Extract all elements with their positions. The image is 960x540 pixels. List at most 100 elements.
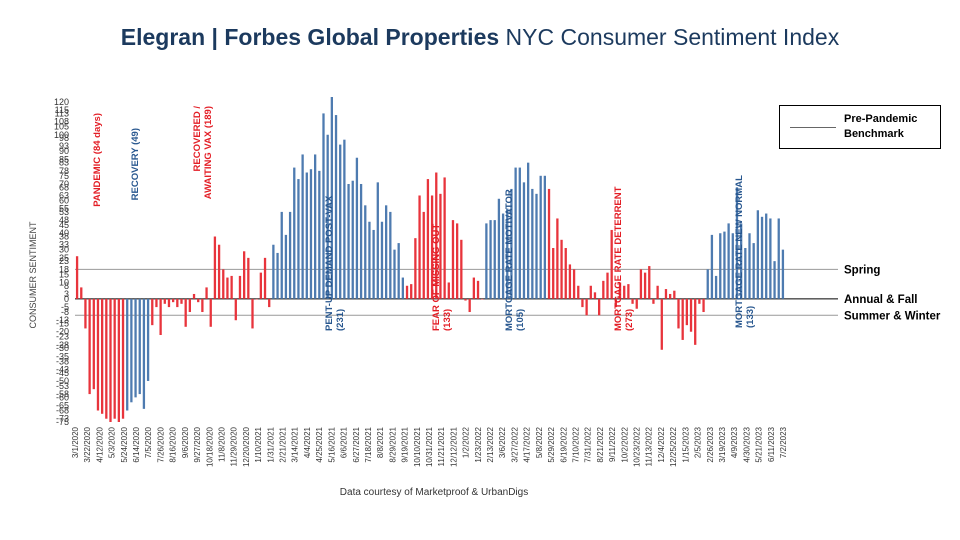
bar: [639, 269, 643, 299]
y-tick-label: 30: [59, 245, 69, 255]
bar: [280, 211, 283, 299]
legend-line-swatch: [790, 127, 836, 128]
x-tick-label: 3/27/2022: [510, 426, 519, 462]
bar: [589, 285, 592, 299]
y-tick-label: 8: [64, 281, 69, 291]
benchmark-label: Summer & Winter: [844, 310, 941, 322]
bar: [744, 248, 747, 299]
y-tick-label: -30: [56, 343, 69, 353]
phase-label: RECOVERY (49): [130, 128, 141, 200]
bar: [243, 251, 246, 299]
y-tick-label: -15: [56, 319, 69, 329]
y-tick-label: 38: [59, 232, 69, 242]
bar: [606, 272, 609, 299]
bar: [493, 220, 496, 299]
x-tick-label: 11/13/2022: [645, 426, 654, 466]
x-tick-label: 1/23/2022: [474, 426, 483, 462]
bar: [577, 285, 580, 299]
y-tick-label: 93: [59, 141, 69, 151]
y-tick-label: 85: [59, 154, 69, 164]
bar: [598, 298, 601, 316]
phase-label-line: MORTGAGE RATE DETERRENT: [613, 186, 624, 331]
bar: [105, 298, 108, 419]
bar: [343, 139, 346, 299]
bar: [514, 167, 517, 299]
bar: [96, 298, 100, 411]
x-tick-label: 4/25/2021: [315, 426, 324, 462]
bar: [731, 233, 734, 299]
phase-label: MORTGAGE RATE DETERRENT(273): [613, 186, 635, 331]
benchmark-label: Spring: [844, 264, 880, 276]
x-tick-label: 10/18/2020: [205, 426, 214, 467]
bar: [727, 223, 730, 299]
bar: [451, 220, 455, 299]
bar: [614, 298, 617, 308]
bar: [188, 298, 191, 313]
bar: [602, 280, 605, 299]
bar: [293, 167, 296, 299]
x-tick-label: 7/10/2022: [571, 426, 580, 462]
x-tick-label: 5/8/2022: [535, 426, 544, 458]
x-tick-label: 4/4/2021: [303, 426, 312, 458]
y-tick-label: 45: [59, 220, 69, 230]
phase-label-line: RECOVERY (49): [130, 128, 141, 200]
y-tick-label: -73: [56, 414, 69, 424]
bar: [623, 285, 626, 299]
bar: [418, 195, 421, 299]
x-tick-label: 1/31/2021: [266, 426, 275, 462]
x-tick-label: 2/13/2022: [486, 426, 495, 462]
y-tick-label: 33: [59, 240, 69, 250]
bar: [192, 293, 196, 299]
bar: [84, 298, 87, 329]
x-tick-label: 10/31/2021: [425, 426, 434, 467]
bar: [130, 298, 133, 403]
bar: [288, 211, 292, 299]
x-tick-label: 10/23/2022: [633, 426, 642, 467]
chart-title: Elegran | Forbes Global Properties NYC C…: [0, 24, 960, 51]
y-tick-label: -5: [61, 302, 69, 312]
bar: [681, 298, 684, 340]
x-tick-label: 11/8/2020: [217, 426, 226, 462]
y-tick-label: -68: [56, 406, 69, 416]
bar: [694, 298, 697, 345]
y-tick-label: 60: [59, 195, 69, 205]
y-tick-label: 10: [59, 277, 69, 287]
phase-label-line: (105): [515, 309, 526, 331]
y-tick-label: 25: [59, 253, 69, 263]
y-tick-label: 108: [54, 117, 69, 127]
y-tick-label: 15: [59, 269, 69, 279]
x-tick-label: 7/26/2020: [156, 426, 165, 462]
x-tick-label: 6/27/2021: [352, 426, 361, 462]
bar: [781, 249, 785, 299]
bar: [410, 284, 413, 299]
x-tick-label: 10/2/2022: [620, 426, 629, 462]
bar: [276, 252, 279, 299]
bar: [748, 233, 751, 299]
x-tick-label: 5/21/2023: [755, 426, 764, 462]
bar: [172, 298, 175, 303]
source-note: Data courtesy of Marketproof & UrbanDigs: [339, 487, 529, 498]
bar: [322, 113, 325, 299]
bar: [393, 249, 396, 299]
y-tick-label: -43: [56, 364, 69, 374]
phase-label: MORTGAGE RATE NEW NORMAL(133): [734, 175, 756, 328]
x-tick-label: 6/11/2023: [767, 426, 776, 462]
x-tick-label: 4/30/2023: [742, 426, 751, 462]
y-tick-label: -23: [56, 332, 69, 342]
bar: [539, 175, 542, 299]
phase-label-line: PANDEMIC (84 days): [92, 113, 103, 207]
y-tick-label: 40: [59, 228, 69, 238]
bar: [334, 115, 338, 299]
x-tick-label: 2/21/2021: [279, 426, 288, 462]
bar: [121, 298, 125, 419]
y-tick-label: -28: [56, 340, 69, 350]
bar: [268, 298, 271, 308]
bar: [339, 144, 342, 299]
bar: [330, 97, 333, 299]
bar: [765, 213, 768, 299]
x-tick-label: 8/29/2021: [388, 426, 397, 462]
bar: [359, 183, 363, 299]
y-tick-label: -53: [56, 381, 69, 391]
x-tick-label: 6/19/2022: [559, 426, 568, 462]
x-tick-label: 11/21/2021: [437, 426, 446, 466]
